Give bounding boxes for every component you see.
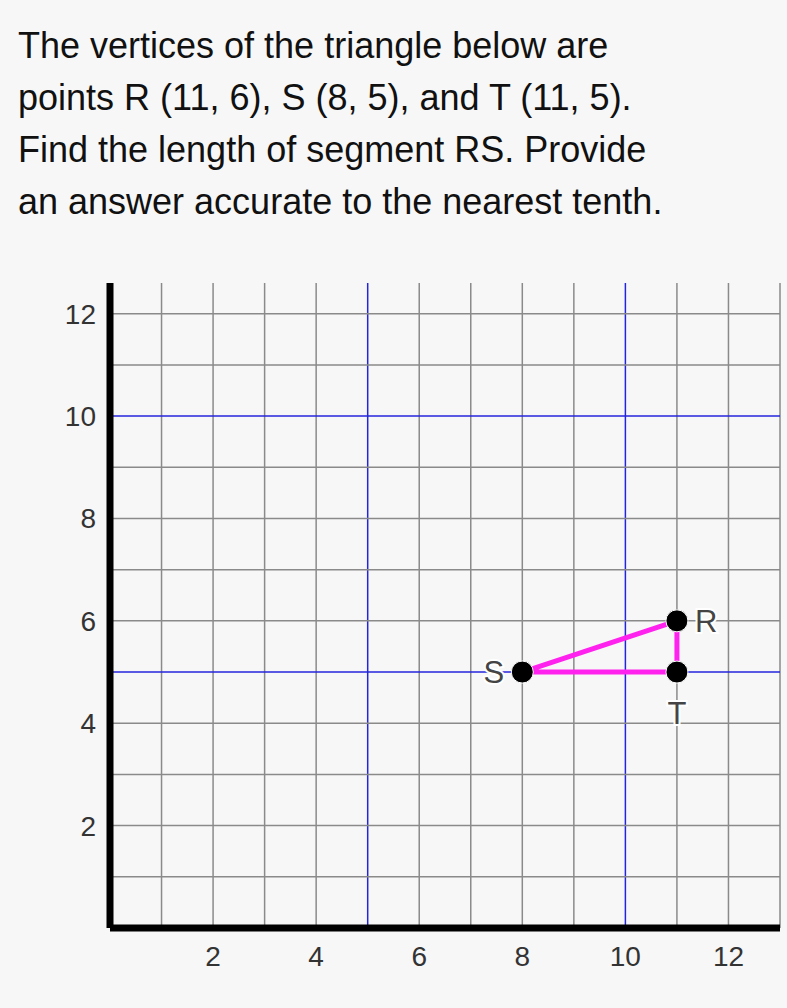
svg-text:S: S: [484, 655, 505, 690]
svg-text:8: 8: [80, 503, 96, 534]
svg-text:2: 2: [80, 811, 96, 842]
svg-text:2: 2: [205, 941, 221, 972]
svg-text:12: 12: [713, 941, 744, 972]
svg-text:10: 10: [65, 401, 96, 432]
svg-text:6: 6: [411, 941, 427, 972]
svg-text:8: 8: [515, 941, 531, 972]
svg-text:4: 4: [308, 941, 324, 972]
svg-text:R: R: [695, 604, 717, 639]
svg-text:10: 10: [610, 941, 641, 972]
html-text:The vertices of the triangle b: The vertices of the triangle below are p…: [18, 25, 663, 222]
svg-text:12: 12: [65, 299, 96, 330]
svg-text:T: T: [667, 696, 686, 731]
svg-text:6: 6: [80, 606, 96, 637]
svg-text:4: 4: [80, 708, 96, 739]
